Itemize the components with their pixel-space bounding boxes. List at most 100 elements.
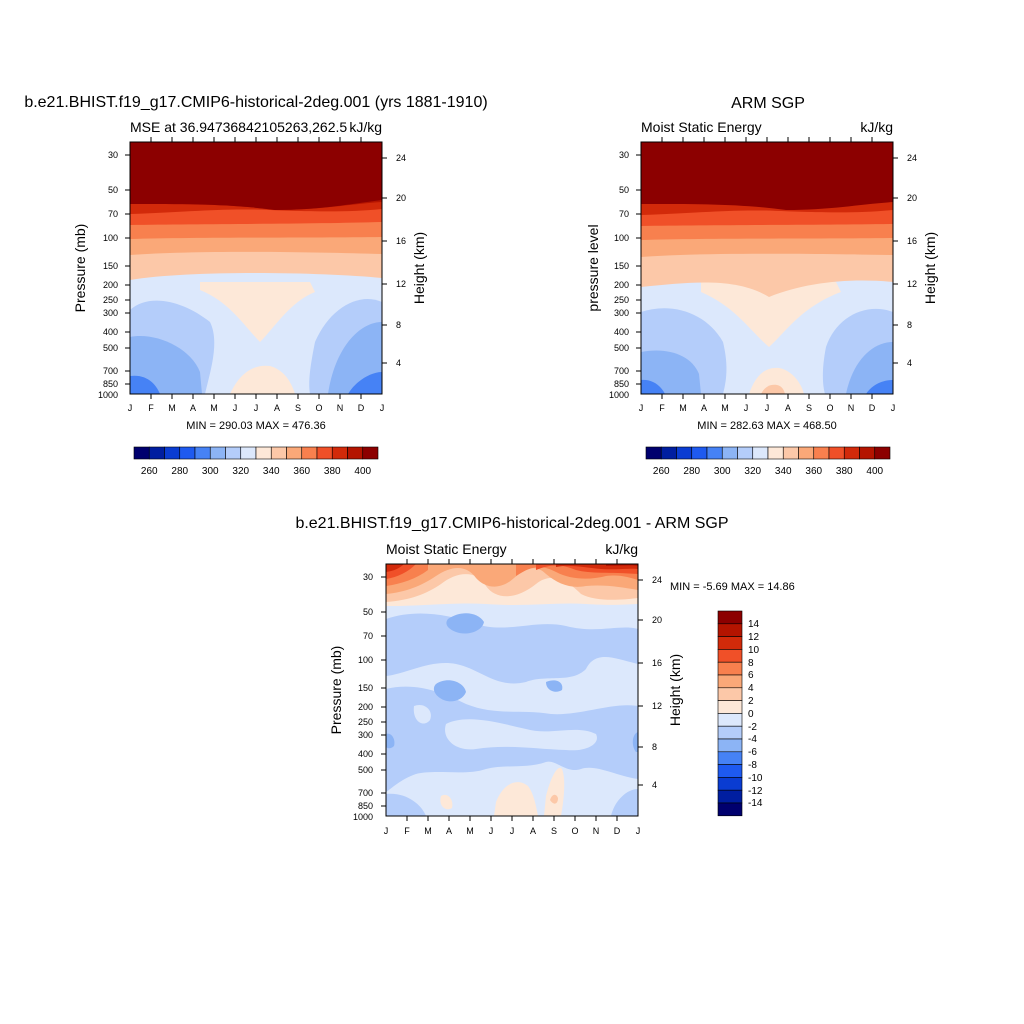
band-level-5 [866, 380, 893, 394]
band-level-7 [386, 793, 426, 816]
colorbar-label: -4 [748, 734, 757, 745]
colorbar-label: 12 [748, 632, 760, 643]
y-tick-label: 500 [103, 343, 118, 353]
band-level-6 [632, 732, 638, 752]
panel-diff-y-label-right: Height (km) [667, 654, 683, 726]
band-level-7 [386, 613, 638, 684]
panel-obs-y-label: pressure level [585, 224, 601, 311]
y-right-tick-label: 4 [907, 358, 912, 368]
colorbar-label: 6 [748, 670, 754, 681]
panel-model-title: b.e21.BHIST.f19_g17.CMIP6-historical-2de… [24, 94, 487, 111]
panel-obs-top-ticks [661, 137, 873, 142]
x-tick-label: M [721, 403, 729, 413]
colorbar-label: -2 [748, 722, 757, 733]
colorbar-swatches [133, 446, 379, 460]
x-tick-label: F [659, 403, 665, 413]
panel-diff-units: kJ/kg [605, 541, 638, 557]
y-tick-label: 300 [614, 308, 629, 318]
y-right-tick-label: 16 [396, 236, 406, 246]
y-tick-label: 300 [103, 308, 118, 318]
panel-diff-colorbar: 14 12 10 8 6 4 2 0 -2 -4 -6 -8 -10 -12 -… [717, 610, 763, 817]
band-level-9 [494, 782, 538, 816]
x-tick-label: M [424, 826, 432, 836]
x-tick-label: J [128, 403, 133, 413]
x-tick-label: J [639, 403, 644, 413]
y-tick-label: 700 [358, 788, 373, 798]
y-tick-label: 850 [358, 801, 373, 811]
panel-diff-x-axis: J F M A M J J A S O N D J [384, 826, 641, 836]
x-tick-label: N [593, 826, 600, 836]
band-level-7 [611, 789, 638, 816]
y-right-tick-label: 20 [907, 193, 917, 203]
panel-diff-left-string: Moist Static Energy [386, 541, 507, 557]
x-tick-label: D [869, 403, 876, 413]
panel-diff-y-ticks-right [638, 579, 643, 786]
panel-model-y-label-right: Height (km) [411, 232, 427, 304]
band-level-6 [546, 680, 563, 692]
y-tick-label: 70 [363, 631, 373, 641]
panel-obs-x-ticks [661, 394, 873, 399]
colorbar-label: 300 [714, 466, 731, 477]
y-tick-label: 30 [108, 150, 118, 160]
y-right-tick-label: 8 [652, 742, 657, 752]
panel-model-units: kJ/kg [349, 119, 382, 135]
colorbar-label: 360 [805, 466, 822, 477]
x-tick-label: O [315, 403, 322, 413]
y-tick-label: 50 [108, 185, 118, 195]
panel-model-minmax: MIN = 290.03 MAX = 476.36 [186, 420, 325, 432]
panel-obs-y-ticks-right [893, 157, 898, 364]
band-level-9 [749, 367, 804, 394]
x-tick-label: A [274, 403, 280, 413]
panel-model-y-label: Pressure (mb) [72, 224, 88, 313]
y-right-tick-label: 16 [652, 658, 662, 668]
y-right-tick-label: 12 [907, 279, 917, 289]
x-tick-label: M [466, 826, 474, 836]
panel-diff-y-label: Pressure (mb) [328, 646, 344, 735]
colorbar-label: 400 [354, 466, 371, 477]
band-level-9 [544, 767, 565, 816]
band-level-6 [641, 350, 701, 394]
panel-obs-y-label-right: Height (km) [922, 232, 938, 304]
colorbar-label: 280 [171, 466, 188, 477]
band-level-10 [550, 794, 558, 804]
y-tick-label: 400 [103, 327, 118, 337]
y-right-tick-label: 24 [396, 153, 406, 163]
band-level-9 [230, 365, 295, 394]
band-level-5 [130, 375, 160, 394]
band-level-9 [701, 282, 841, 347]
panel-diff-y-axis: 30 50 70 100 150 200 250 300 400 500 700… [353, 572, 373, 822]
colorbar-label: 340 [775, 466, 792, 477]
y-right-tick-label: 16 [907, 236, 917, 246]
colorbar-label: 320 [744, 466, 761, 477]
colorbar-label: 4 [748, 683, 754, 694]
y-tick-label: 1000 [353, 812, 373, 822]
panel-diff-minmax: MIN = -5.69 MAX = 14.86 [670, 581, 795, 593]
panel-model-y-axis: 30 50 70 100 150 200 250 300 400 500 700… [98, 150, 118, 400]
panel-model-y-ticks-right [382, 157, 387, 364]
x-tick-label: F [148, 403, 154, 413]
y-tick-label: 700 [103, 366, 118, 376]
x-tick-label: F [404, 826, 410, 836]
panel-model-plot-area [130, 142, 382, 394]
panel-diff-top-ticks [406, 559, 618, 564]
y-tick-label: 100 [614, 233, 629, 243]
band-level-16 [641, 142, 893, 210]
colorbar-label: 0 [748, 709, 754, 720]
x-tick-label: A [530, 826, 536, 836]
x-tick-label: J [489, 826, 494, 836]
colorbar-labels: 260 280 300 320 340 360 380 400 [141, 466, 372, 477]
band-level-5 [641, 379, 665, 394]
panel-model: b.e21.BHIST.f19_g17.CMIP6-historical-2de… [24, 94, 487, 477]
panel-obs-units: kJ/kg [860, 119, 893, 135]
colorbar-swatches [645, 446, 891, 460]
colorbar-label: 380 [324, 466, 341, 477]
y-tick-label: 700 [614, 366, 629, 376]
colorbar-label: 400 [866, 466, 883, 477]
colorbar-label: 360 [293, 466, 310, 477]
y-tick-label: 500 [358, 765, 373, 775]
panel-obs-x-axis: J F M A M J J A S O N D J [639, 403, 896, 413]
x-tick-label: A [190, 403, 196, 413]
panel-diff: b.e21.BHIST.f19_g17.CMIP6-historical-2de… [295, 515, 794, 836]
colorbar-label: 300 [202, 466, 219, 477]
x-tick-label: J [380, 403, 385, 413]
